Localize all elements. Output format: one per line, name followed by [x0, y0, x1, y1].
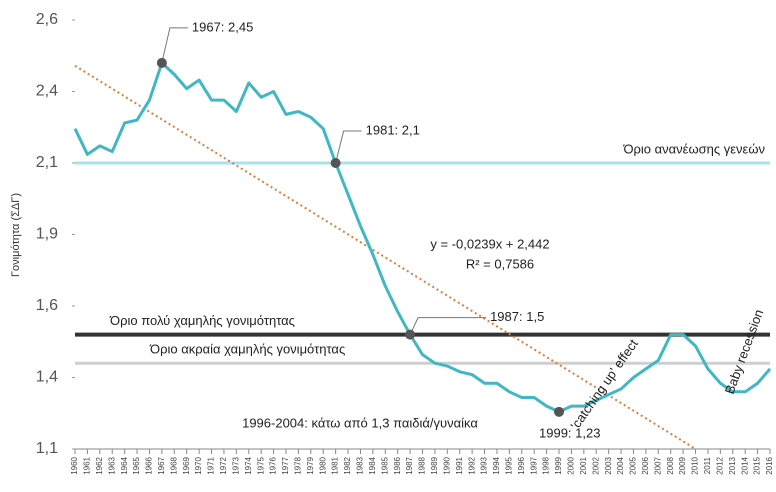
x-tick-label: 1988 [418, 456, 427, 474]
x-tick-label: 1977 [281, 456, 290, 474]
x-tick-label: 1987 [405, 456, 414, 474]
data-line [73, 61, 772, 414]
y-tick-label: 2,1 [36, 154, 58, 171]
y-tick-label: 1,6 [36, 297, 58, 314]
x-tick-label: 1982 [343, 456, 352, 474]
x-tick-label: 1996 [517, 456, 526, 474]
note: 'catching up' effect [567, 336, 641, 432]
x-tick-label: 2002 [591, 456, 600, 474]
x-tick-label: 2007 [653, 456, 662, 474]
x-tick-label: 2008 [666, 456, 675, 474]
x-tick-label: 1963 [107, 456, 116, 474]
y-tick-label: 2,6 [36, 11, 58, 28]
point-label: 1999: 1,23 [539, 425, 600, 440]
x-tick-label: 1967 [157, 456, 166, 474]
x-tick-label: 1992 [467, 456, 476, 474]
x-tick-label: 2006 [641, 456, 650, 474]
y-tick-label: 1,4 [36, 369, 58, 386]
x-tick-label: 1984 [368, 456, 377, 474]
x-tick-label: 1974 [244, 456, 253, 474]
trend-line [74, 64, 697, 450]
point-marker [554, 406, 565, 417]
x-tick-label: 2012 [715, 456, 724, 474]
x-tick-label: 2015 [753, 456, 762, 474]
x-tick-label: 1972 [219, 456, 228, 474]
x-tick-label: 1986 [393, 456, 402, 474]
x-tick-label: 1993 [480, 456, 489, 474]
x-tick-label: 2000 [567, 456, 576, 474]
point-label: 1987: 1,5 [490, 309, 544, 324]
x-tick-label: 1964 [120, 456, 129, 474]
x-tick-label: 1990 [442, 456, 451, 474]
x-tick-label: 2013 [728, 456, 737, 474]
point-marker [330, 158, 341, 168]
note: 1996-2004: κάτω από 1,3 παιδιά/γυναίκα [242, 415, 478, 430]
y-tick-label: 2,4 [36, 83, 58, 100]
x-tick-label: 1978 [294, 456, 303, 474]
leader-line [409, 317, 487, 335]
x-tick-label: 1983 [356, 456, 365, 474]
x-tick-label: 2003 [604, 456, 613, 474]
y-axis-label: Γονιμότητα (ΣΔΓ) [10, 193, 22, 277]
x-tick-label: 2016 [765, 456, 774, 474]
trend-equation: y = -0,0239x + 2,442 [430, 236, 549, 251]
x-tick-label: 2005 [629, 456, 638, 474]
x-tick-label: 2014 [740, 456, 749, 474]
x-tick-label: 1969 [182, 456, 191, 474]
x-tick-label: 2001 [579, 456, 588, 474]
x-tick-label: 1980 [318, 456, 327, 474]
x-tick-label: 2010 [691, 456, 700, 474]
x-tick-label: 1994 [492, 456, 501, 474]
x-tick-label: 1960 [70, 456, 79, 474]
x-tick-label: 1965 [132, 456, 141, 474]
x-tick-label: 1985 [380, 456, 389, 474]
leader-line [161, 27, 188, 64]
x-tick-label: 1999 [554, 456, 563, 474]
reference-label: Όριο πολύ χαμηλής γονιμότητας [109, 313, 295, 328]
leader-line [335, 130, 362, 164]
reference-label: Όριο ακραία χαμηλής γονιμότητας [149, 342, 345, 357]
x-tick-label: 1989 [430, 456, 439, 474]
point-label: 1967: 2,45 [192, 19, 253, 34]
x-tick-label: 1961 [83, 456, 92, 474]
x-tick-label: 1966 [145, 456, 154, 474]
x-tick-label: 1976 [269, 456, 278, 474]
x-tick-label: 2009 [678, 456, 687, 474]
x-tick-label: 1995 [504, 456, 513, 474]
x-tick-label: 1991 [455, 456, 464, 474]
x-tick-label: 1962 [95, 456, 104, 474]
x-tick-label: 1973 [231, 456, 240, 474]
point-marker [405, 329, 416, 340]
point-marker [156, 57, 167, 68]
x-tick-label: 1998 [542, 456, 551, 474]
x-tick-label: 1997 [529, 456, 538, 474]
reference-label: Όριο ανανέωσης γενεών [622, 141, 765, 156]
x-tick-label: 1981 [331, 456, 340, 474]
x-tick-label: 1979 [306, 456, 315, 474]
x-tick-label: 2011 [703, 456, 712, 474]
y-tick-label: 1,9 [36, 226, 58, 243]
y-tick-label: 1,1 [36, 440, 58, 457]
x-tick-label: 1968 [169, 456, 178, 474]
point-label: 1981: 2,1 [366, 122, 420, 137]
x-tick-label: 1975 [256, 456, 265, 474]
x-tick-label: 1971 [207, 456, 216, 474]
trend-r2: R² = 0,7586 [466, 256, 534, 271]
x-tick-label: 1970 [194, 456, 203, 474]
x-tick-label: 2004 [616, 456, 625, 474]
